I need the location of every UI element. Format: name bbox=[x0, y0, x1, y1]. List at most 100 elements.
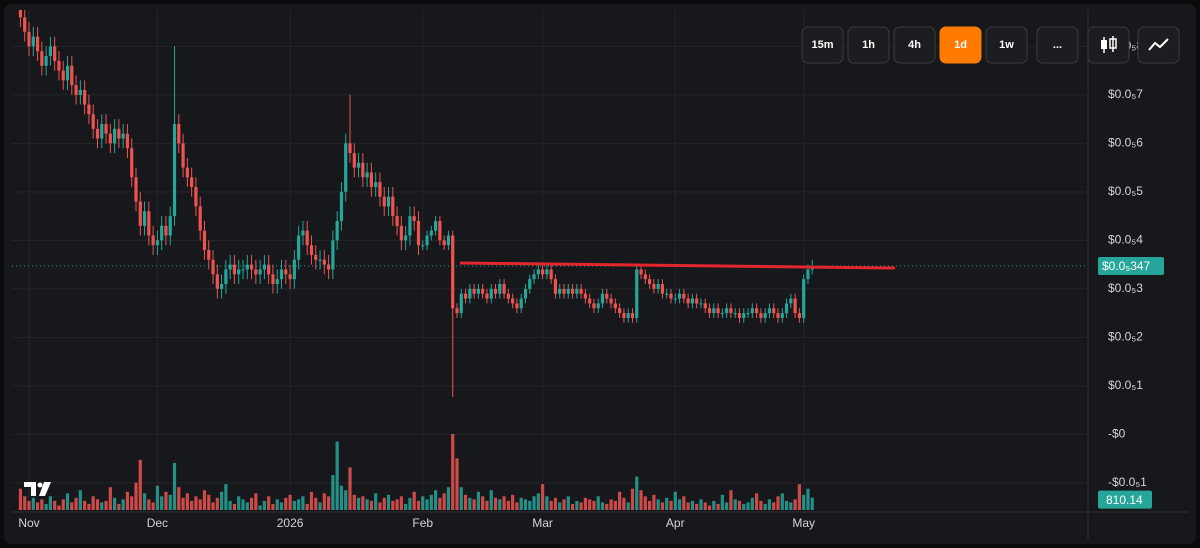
volume-bar bbox=[746, 502, 750, 510]
candle-body bbox=[481, 288, 485, 294]
button-label[interactable]: 1w bbox=[999, 39, 1014, 51]
timeframe-button[interactable]: 1h bbox=[847, 26, 890, 64]
candle-body bbox=[228, 264, 232, 270]
chart-panel bbox=[4, 4, 1196, 544]
candle-body bbox=[459, 293, 463, 314]
timeframe-button[interactable]: 4h bbox=[893, 26, 936, 64]
button-label[interactable]: 15m bbox=[811, 39, 833, 51]
button-label[interactable]: 1h bbox=[862, 39, 875, 51]
button-label[interactable]: ... bbox=[1053, 39, 1062, 51]
volume-bar bbox=[404, 503, 408, 510]
y-tick-label: -$0 bbox=[1108, 427, 1126, 441]
candle-body bbox=[211, 259, 215, 275]
candle-body bbox=[562, 288, 566, 294]
button-bg[interactable] bbox=[847, 26, 890, 64]
candle-body bbox=[318, 259, 322, 261]
volume-bar bbox=[502, 496, 506, 510]
grid bbox=[12, 10, 1088, 510]
candle-body bbox=[386, 196, 391, 207]
candle-body bbox=[399, 225, 403, 241]
candle-body bbox=[682, 293, 686, 299]
candle-body bbox=[177, 123, 181, 144]
volume-bar bbox=[793, 499, 797, 510]
volume-bar bbox=[245, 502, 249, 510]
volume-bar bbox=[391, 500, 395, 510]
volume-bar bbox=[18, 488, 23, 510]
candle-body bbox=[207, 250, 211, 260]
candle-body bbox=[686, 298, 690, 304]
volume-bar bbox=[220, 491, 224, 510]
volume-label: 810.14 bbox=[1106, 493, 1143, 507]
candle-body bbox=[48, 46, 52, 57]
timeframe-button[interactable]: ... bbox=[1036, 26, 1079, 64]
candle-body bbox=[789, 298, 793, 304]
button-bg[interactable] bbox=[801, 26, 844, 64]
volume-bar bbox=[95, 499, 100, 510]
timeframe-button[interactable]: 1w bbox=[985, 26, 1028, 64]
candle-body bbox=[267, 264, 271, 275]
candle-body bbox=[104, 123, 108, 134]
button-bg[interactable] bbox=[939, 26, 982, 64]
timeframe-button[interactable]: 1d bbox=[939, 26, 982, 64]
candle-type-button[interactable] bbox=[1087, 26, 1130, 64]
x-tick-label: Nov bbox=[18, 516, 39, 530]
candle-body bbox=[558, 288, 562, 294]
candle-body bbox=[147, 211, 151, 236]
candle-body bbox=[108, 133, 112, 144]
volume-bar bbox=[352, 494, 356, 510]
volume-bar bbox=[185, 493, 189, 510]
candle-body bbox=[511, 298, 515, 304]
candle-body bbox=[579, 288, 583, 294]
timeframe-button[interactable]: 15m bbox=[801, 26, 844, 64]
candle-body bbox=[57, 60, 61, 71]
button-bg[interactable] bbox=[1036, 26, 1079, 64]
candle-body bbox=[515, 303, 519, 309]
button-label[interactable]: 4h bbox=[908, 39, 921, 51]
candle-body bbox=[575, 288, 579, 294]
volume-bar bbox=[498, 499, 502, 510]
candle-body bbox=[130, 148, 134, 178]
volume-bar bbox=[742, 503, 746, 510]
volume-bar bbox=[438, 497, 442, 510]
candle-body bbox=[451, 235, 455, 309]
candle-body bbox=[463, 293, 468, 299]
volume-bar bbox=[558, 502, 562, 510]
candle-body bbox=[570, 288, 575, 294]
volume-bar bbox=[151, 502, 155, 510]
candle-body bbox=[305, 230, 309, 246]
candle-body bbox=[613, 303, 617, 309]
candle-body bbox=[797, 313, 801, 318]
volume-bar bbox=[566, 496, 570, 510]
line-type-button[interactable] bbox=[1137, 26, 1180, 64]
volume-bar bbox=[57, 505, 61, 510]
volume-bar bbox=[331, 475, 335, 510]
volume-bar bbox=[249, 497, 254, 510]
volume-bar bbox=[207, 494, 211, 510]
candle-body bbox=[335, 220, 339, 241]
volume-bar bbox=[232, 503, 237, 510]
button-label[interactable]: 1d bbox=[954, 39, 967, 51]
volume-bar bbox=[386, 494, 391, 510]
candle-body bbox=[446, 235, 451, 246]
volume-bar bbox=[425, 499, 429, 510]
candle-body bbox=[142, 211, 147, 226]
volume-badge bbox=[1098, 490, 1152, 509]
volume-bar bbox=[712, 500, 716, 510]
volume-bar bbox=[134, 482, 138, 510]
candle-body bbox=[695, 298, 699, 304]
volume-bar bbox=[27, 500, 31, 510]
volume-bar bbox=[271, 503, 275, 510]
x-tick-label: Feb bbox=[412, 516, 433, 530]
button-bg[interactable] bbox=[893, 26, 936, 64]
candle-body bbox=[40, 51, 44, 66]
volume-bar bbox=[262, 500, 266, 510]
candle-body bbox=[339, 191, 344, 221]
volume-bar bbox=[339, 485, 344, 510]
volume-bar bbox=[125, 491, 130, 510]
volume-bar bbox=[177, 487, 181, 510]
volume-bar bbox=[168, 494, 172, 510]
volume-bar bbox=[224, 484, 228, 510]
volume-bar bbox=[605, 503, 609, 510]
button-bg[interactable] bbox=[985, 26, 1028, 64]
volume-bar bbox=[87, 503, 91, 510]
